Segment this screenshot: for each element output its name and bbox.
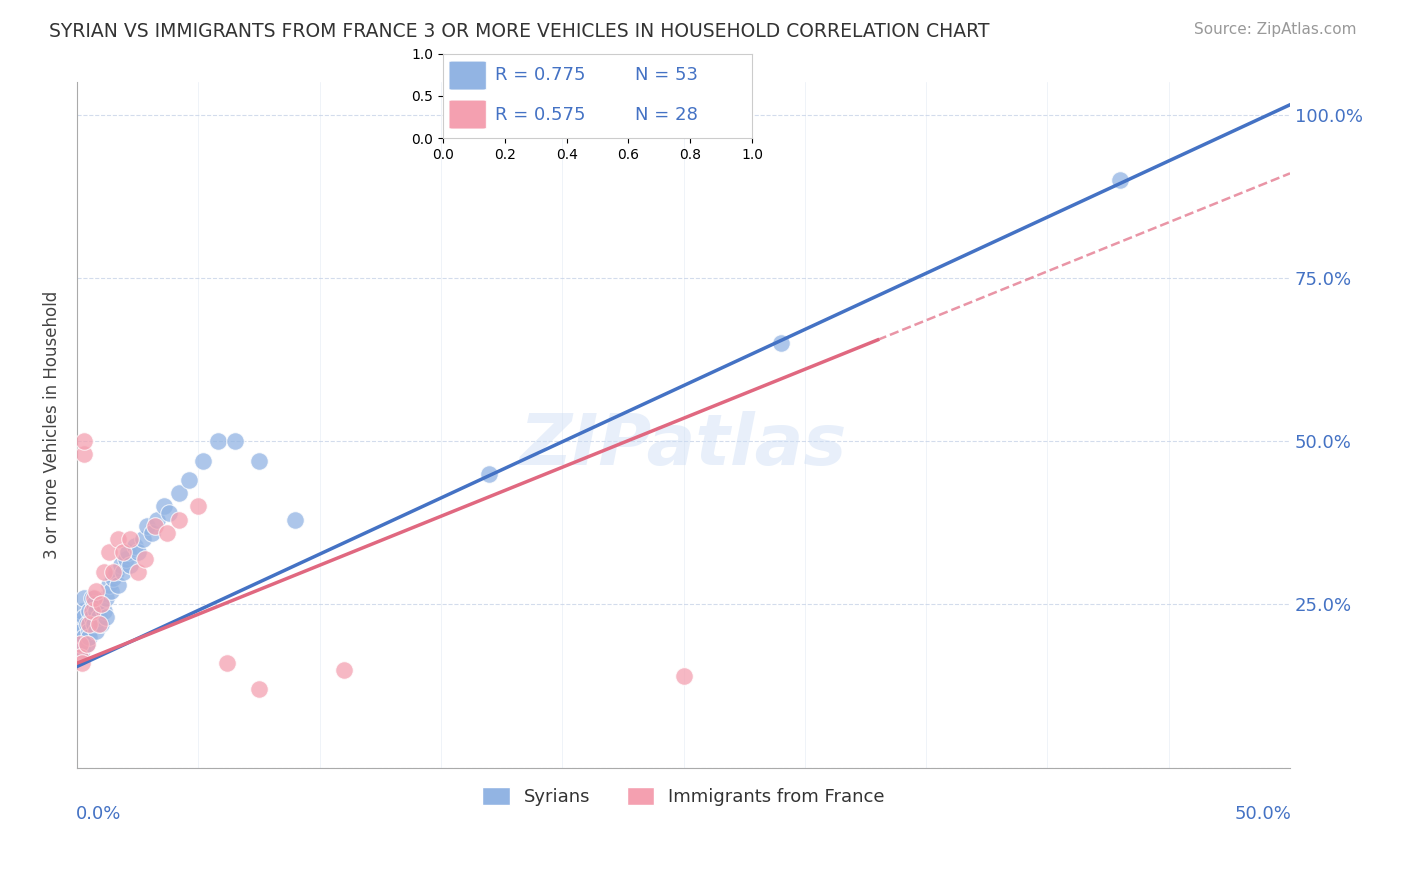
Point	[90, 598, 112, 612]
Text: 0.0%: 0.0%	[76, 805, 121, 823]
Point	[769, 336, 792, 351]
Text: SYRIAN VS IMMIGRANTS FROM FRANCE 3 OR MORE VEHICLES IN HOUSEHOLD CORRELATION CHA: SYRIAN VS IMMIGRANTS FROM FRANCE 3 OR MO…	[49, 22, 990, 41]
Point	[86, 624, 108, 638]
Point	[110, 558, 132, 573]
Point	[104, 565, 127, 579]
Point	[153, 500, 176, 514]
Point	[143, 519, 166, 533]
Point	[136, 519, 159, 533]
Point	[83, 591, 105, 605]
Point	[96, 591, 118, 605]
Point	[124, 539, 146, 553]
Point	[127, 565, 149, 579]
Point	[167, 512, 190, 526]
Point	[333, 663, 356, 677]
Point	[187, 500, 209, 514]
Point	[70, 624, 93, 638]
Point	[156, 525, 179, 540]
Point	[672, 669, 695, 683]
Point	[76, 617, 98, 632]
Point	[127, 545, 149, 559]
Text: R = 0.775: R = 0.775	[495, 66, 586, 84]
Y-axis label: 3 or more Vehicles in Household: 3 or more Vehicles in Household	[44, 291, 60, 559]
Text: ZIPatlas: ZIPatlas	[520, 411, 848, 480]
Point	[112, 565, 135, 579]
Point	[83, 617, 105, 632]
Text: N = 28: N = 28	[634, 105, 697, 123]
Point	[77, 624, 100, 638]
Point	[146, 512, 169, 526]
Point	[93, 565, 115, 579]
Point	[77, 630, 100, 644]
Point	[478, 467, 501, 481]
Text: 50.0%: 50.0%	[1234, 805, 1291, 823]
Text: Source: ZipAtlas.com: Source: ZipAtlas.com	[1194, 22, 1357, 37]
Point	[86, 604, 108, 618]
Text: N = 53: N = 53	[634, 66, 697, 84]
Point	[90, 598, 112, 612]
Point	[80, 610, 103, 624]
Point	[69, 649, 91, 664]
Point	[114, 551, 136, 566]
Point	[87, 617, 110, 632]
Point	[120, 532, 142, 546]
Point	[247, 454, 270, 468]
Point	[141, 525, 163, 540]
FancyBboxPatch shape	[449, 100, 486, 129]
Point	[96, 610, 118, 624]
Point	[69, 617, 91, 632]
Point	[134, 551, 156, 566]
Point	[80, 591, 103, 605]
Point	[70, 656, 93, 670]
Point	[73, 630, 96, 644]
Point	[73, 434, 96, 449]
Point	[73, 591, 96, 605]
Point	[103, 565, 125, 579]
Point	[167, 486, 190, 500]
Point	[120, 558, 142, 573]
Point	[117, 545, 139, 559]
Legend: Syrians, Immigrants from France: Syrians, Immigrants from France	[475, 780, 891, 814]
Point	[73, 610, 96, 624]
Point	[80, 604, 103, 618]
Point	[69, 637, 91, 651]
Point	[70, 643, 93, 657]
Point	[97, 578, 120, 592]
Point	[86, 584, 108, 599]
Point	[77, 604, 100, 618]
Point	[87, 610, 110, 624]
Point	[103, 571, 125, 585]
Point	[1109, 173, 1132, 187]
Point	[77, 617, 100, 632]
Point	[73, 447, 96, 461]
Point	[76, 637, 98, 651]
Text: R = 0.575: R = 0.575	[495, 105, 586, 123]
Point	[100, 584, 122, 599]
Point	[83, 598, 105, 612]
Point	[93, 604, 115, 618]
Point	[284, 512, 307, 526]
Point	[131, 532, 153, 546]
Point	[107, 578, 129, 592]
Point	[70, 604, 93, 618]
Point	[112, 545, 135, 559]
Point	[107, 532, 129, 546]
Point	[90, 617, 112, 632]
Point	[193, 454, 215, 468]
Point	[217, 656, 239, 670]
FancyBboxPatch shape	[449, 62, 486, 90]
Point	[97, 545, 120, 559]
Point	[224, 434, 246, 449]
Point	[177, 473, 200, 487]
Point	[207, 434, 229, 449]
Point	[76, 637, 98, 651]
Point	[69, 637, 91, 651]
Point	[247, 682, 270, 697]
Point	[157, 506, 180, 520]
